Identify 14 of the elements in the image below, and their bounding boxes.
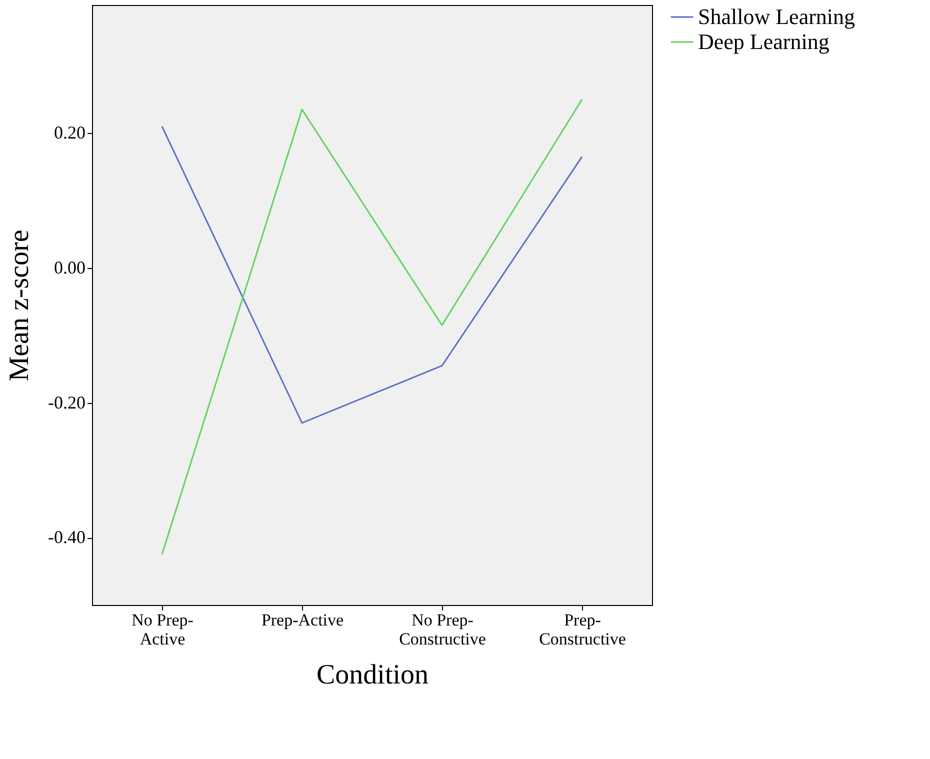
x-tick-label: Prep-Active — [261, 610, 344, 630]
x-axis-title: Condition — [316, 660, 429, 690]
x-tick-label: Prep-Constructive — [539, 610, 626, 648]
y-tick-label: -0.20 — [48, 392, 86, 412]
legend-label: Shallow Learning — [698, 4, 856, 29]
line-series — [161, 126, 583, 424]
x-tick-label: No Prep-Active — [132, 610, 194, 648]
y-tick-label: 0.00 — [54, 257, 86, 278]
y-tick-label: 0.20 — [54, 122, 86, 143]
y-tick-label: -0.40 — [48, 527, 86, 548]
x-tick-label: No Prep-Constructive — [399, 610, 486, 648]
line-series — [161, 98, 583, 556]
legend-label: Deep Learning — [698, 29, 830, 54]
y-axis-title: Mean z-score — [4, 230, 36, 382]
